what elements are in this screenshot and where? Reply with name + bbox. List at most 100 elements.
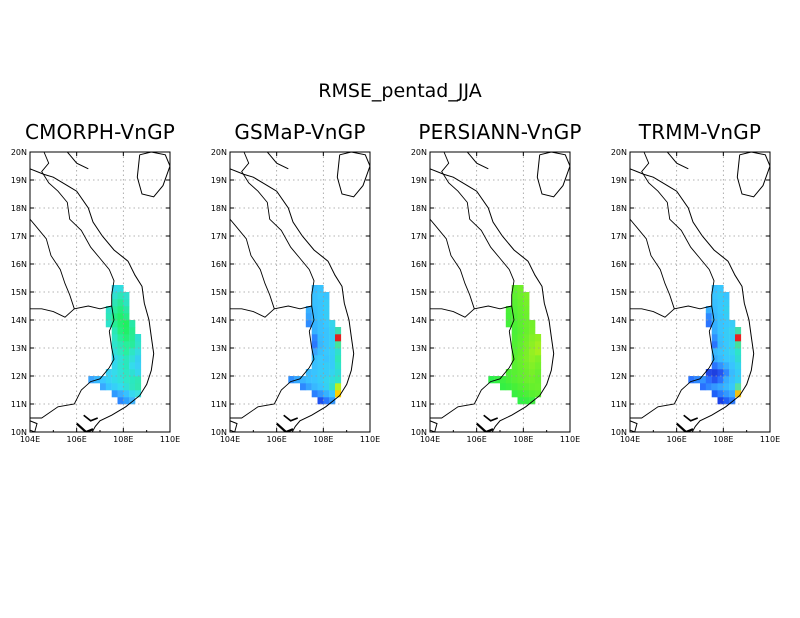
heatmap-cell — [317, 327, 324, 335]
heatmap-cell — [711, 285, 718, 293]
heatmap-cell — [711, 327, 718, 335]
heatmap-cell — [717, 341, 724, 349]
heatmap-cell — [305, 376, 312, 384]
heatmap-cell — [117, 320, 124, 328]
heatmap-cell — [511, 292, 518, 300]
heatmap-cell — [305, 320, 312, 328]
heatmap-cell — [511, 376, 518, 384]
heatmap-cell — [129, 334, 136, 342]
heatmap-cell — [711, 292, 718, 300]
heatmap-cell — [535, 376, 542, 384]
coastlines — [430, 152, 570, 432]
heatmap-cell — [505, 306, 512, 314]
heatmap-cell — [517, 320, 524, 328]
country-border — [230, 308, 275, 318]
lat-tick-label: 10N — [411, 428, 427, 437]
heatmap-cell — [735, 383, 742, 391]
heatmap-cells — [88, 285, 142, 405]
heatmap-cell — [523, 327, 530, 335]
heatmap-cell — [105, 383, 112, 391]
heatmap-cell — [535, 362, 542, 370]
coastline-north — [466, 152, 489, 170]
heatmap-cell — [729, 362, 736, 370]
coastline-north — [666, 152, 689, 170]
lat-tick-label: 20N — [411, 148, 427, 157]
panel-title: TRMM-VnGP — [638, 120, 762, 144]
heatmap-cell — [100, 383, 107, 391]
heatmap-cell — [323, 390, 330, 398]
lon-tick-label: 106E — [67, 435, 87, 444]
heatmap-cell — [135, 348, 142, 356]
heatmap-cell — [317, 306, 324, 314]
heatmap-cell — [105, 306, 112, 314]
heatmap-cell — [500, 383, 507, 391]
heatmap-cell — [117, 327, 124, 335]
heatmap-cell — [111, 299, 118, 307]
heatmap-cell — [117, 292, 124, 300]
gridlines — [630, 152, 770, 432]
heatmap-cell — [111, 369, 118, 377]
heatmap-cell — [317, 341, 324, 349]
lat-tick-label: 16N — [11, 260, 27, 269]
coastline — [230, 168, 355, 432]
heatmap-cell — [700, 383, 707, 391]
heatmap-cell — [300, 376, 307, 384]
hainan-island — [136, 152, 170, 198]
heatmap-cell — [123, 327, 130, 335]
heatmap-cell — [529, 369, 536, 377]
heatmap-cell — [123, 313, 130, 321]
heatmap-cell — [317, 362, 324, 370]
lat-tick-label: 10N — [11, 428, 27, 437]
country-border — [630, 305, 715, 419]
island — [230, 420, 238, 432]
heatmap-cell — [111, 313, 118, 321]
heatmap-cell — [511, 327, 518, 335]
heatmap-cell — [117, 299, 124, 307]
heatmap-cell — [535, 341, 542, 349]
heatmap-cell — [717, 320, 724, 328]
heatmap-cell — [729, 376, 736, 384]
heatmap-cell — [317, 390, 324, 398]
heatmap-cell — [717, 390, 724, 398]
heatmap-cell — [523, 341, 530, 349]
heatmap-cell — [135, 376, 142, 384]
heatmap-cell — [735, 369, 742, 377]
heatmap-cell — [511, 341, 518, 349]
heatmap-cell — [329, 355, 336, 363]
heatmap-cell — [129, 362, 136, 370]
heatmap-cell — [705, 369, 712, 377]
heatmap-cell — [129, 320, 136, 328]
heatmap-cell — [335, 341, 342, 349]
heatmap-cell — [723, 320, 730, 328]
hainan-island — [336, 152, 370, 198]
coastlines — [30, 152, 170, 432]
heatmap-cell — [117, 376, 124, 384]
heatmap-cell — [129, 383, 136, 391]
heatmap-cell — [511, 313, 518, 321]
heatmap-cell — [529, 355, 536, 363]
coastline-north — [266, 152, 289, 170]
coastline — [430, 168, 555, 432]
lat-tick-label: 12N — [11, 372, 27, 381]
heatmap-cell — [323, 299, 330, 307]
heatmap-cell — [717, 285, 724, 293]
heatmap-cell — [717, 348, 724, 356]
heatmap-cell — [723, 306, 730, 314]
heatmap-cell — [288, 376, 295, 384]
heatmap-cell — [311, 341, 318, 349]
lon-tick-label: 110E — [160, 435, 180, 444]
lat-tick-label: 12N — [611, 372, 627, 381]
heatmap-cell — [111, 355, 118, 363]
heatmap-cell — [117, 285, 124, 293]
heatmap-cell — [723, 341, 730, 349]
heatmap-cell — [335, 355, 342, 363]
river-mouth — [683, 414, 698, 422]
heatmap-cell — [305, 383, 312, 391]
heatmap-cell — [511, 285, 518, 293]
heatmap-cell — [529, 362, 536, 370]
heatmap-cell — [523, 334, 530, 342]
heatmap-cell — [723, 299, 730, 307]
lat-tick-label: 15N — [411, 288, 427, 297]
lon-tick-label: 106E — [267, 435, 287, 444]
heatmap-cell — [329, 334, 336, 342]
